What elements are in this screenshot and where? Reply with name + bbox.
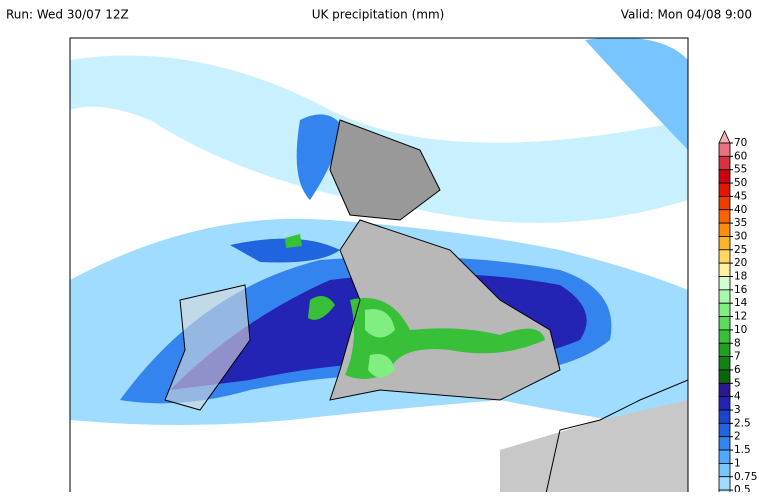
legend-label: 20: [734, 257, 747, 269]
legend-swatch: [718, 462, 731, 478]
legend-swatch: [718, 249, 731, 264]
legend-swatch: [718, 422, 731, 438]
map: [70, 38, 688, 496]
legend-swatch: [718, 476, 731, 491]
legend-label: 4: [734, 391, 741, 403]
valid-label: Valid: Mon 04/08 9:00: [621, 8, 752, 22]
legend-swatch: [718, 289, 731, 304]
legend-label: 30: [734, 230, 747, 242]
legend-label: 35: [734, 217, 747, 229]
legend-label: 70: [734, 137, 747, 149]
legend-swatch: [718, 236, 731, 251]
legend-label: 12: [734, 311, 747, 323]
legend-swatch: [718, 209, 731, 224]
legend-swatch: [718, 142, 731, 157]
legend-swatch: [718, 169, 731, 184]
legend-swatch: [718, 182, 731, 197]
legend-swatch: [718, 356, 731, 371]
legend-label: 8: [734, 337, 741, 349]
legend-swatch: [718, 449, 731, 464]
legend-swatch: [718, 382, 731, 398]
legend-label: 25: [734, 244, 747, 256]
legend-swatch: [718, 262, 731, 277]
legend-label: 3: [734, 404, 741, 416]
legend-swatch: [718, 369, 731, 384]
legend-label: 1: [734, 457, 741, 469]
legend-swatch: [718, 276, 731, 291]
legend-label: 10: [734, 324, 747, 336]
legend-swatch: [718, 396, 731, 411]
legend-swatch: [718, 302, 731, 317]
legend-arrow: [718, 130, 731, 144]
legend-label: 0.5: [734, 484, 751, 492]
legend-label: 0.75: [734, 471, 757, 483]
legend-label: 6: [734, 364, 741, 376]
legend-swatch: [718, 329, 731, 344]
map-title: UK precipitation (mm): [312, 8, 445, 22]
run-label: Run: Wed 30/07 12Z: [6, 8, 129, 22]
legend-label: 14: [734, 297, 748, 309]
legend-swatch: [718, 342, 731, 358]
legend-label: 2: [734, 431, 741, 443]
legend-label: 50: [734, 177, 747, 189]
map-frame: [69, 37, 689, 496]
legend-swatch: [718, 195, 731, 211]
legend-label: 18: [734, 271, 747, 283]
legend-label: 7: [734, 351, 741, 363]
legend-swatch: [718, 222, 731, 237]
legend-label: 16: [734, 284, 748, 296]
legend-swatch: [718, 436, 731, 451]
legend-swatch: [718, 316, 731, 331]
legend-label: 45: [734, 190, 747, 202]
legend-label: 2.5: [734, 417, 751, 429]
legend-label: 60: [734, 150, 747, 162]
legend-label: 1.5: [734, 444, 751, 456]
legend-label: 5: [734, 377, 741, 389]
legend-swatch: [718, 155, 731, 171]
legend-swatch: [718, 409, 731, 424]
legend-label: 40: [734, 204, 747, 216]
legend-label: 55: [734, 164, 747, 176]
